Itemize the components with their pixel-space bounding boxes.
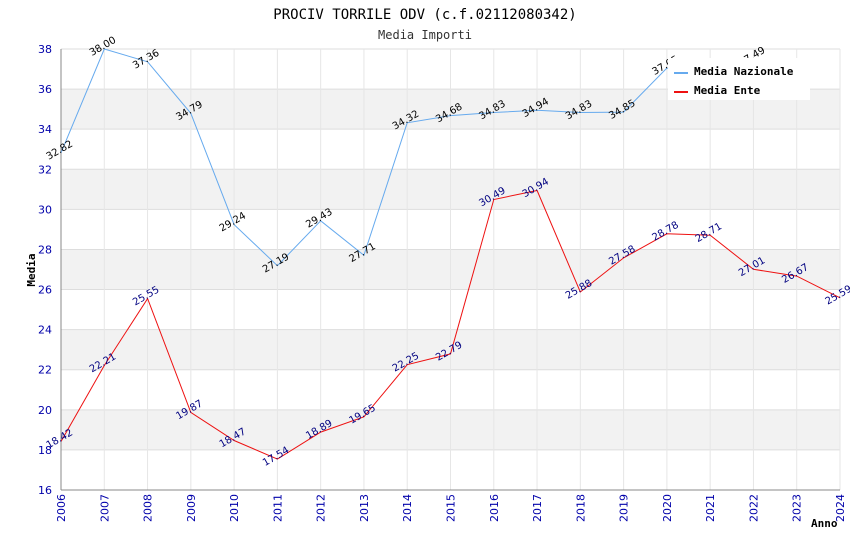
y-axis-label: Media xyxy=(25,253,38,286)
x-tick-label: 2019 xyxy=(618,494,631,522)
x-tick-label: 2020 xyxy=(661,494,674,522)
x-tick-label: 2007 xyxy=(98,494,111,522)
y-tick-label: 16 xyxy=(38,484,52,497)
x-tick-label: 2009 xyxy=(185,494,198,522)
legend-label-media-ente: Media Ente xyxy=(694,84,761,97)
series-line-media-nazionale xyxy=(60,48,754,267)
chart-subtitle: Media Importi xyxy=(378,28,472,42)
x-axis-label: Anno xyxy=(811,517,838,530)
x-tick-label: 2012 xyxy=(315,494,328,522)
x-tick-label: 2018 xyxy=(574,494,587,522)
x-tick-label: 2021 xyxy=(704,494,717,522)
y-tick-label: 18 xyxy=(38,444,52,457)
x-tick-label: 2016 xyxy=(488,494,501,522)
y-tick-label: 24 xyxy=(38,324,52,337)
x-tick-label: 2024 xyxy=(834,494,847,522)
y-tick-label: 32 xyxy=(38,163,52,176)
y-tick-label: 38 xyxy=(38,43,52,56)
legend-box xyxy=(668,58,810,100)
x-tick-label: 2010 xyxy=(228,494,241,522)
y-tick-label: 36 xyxy=(38,83,52,96)
x-tick-label: 2006 xyxy=(55,494,68,522)
y-tick-label: 26 xyxy=(38,284,52,297)
x-tick-label: 2013 xyxy=(358,494,371,522)
chart-title: PROCIV TORRILE ODV (c.f.02112080342) xyxy=(273,7,576,23)
x-tick-label: 2008 xyxy=(142,494,155,522)
y-tick-label: 28 xyxy=(38,243,52,256)
x-tick-label: 2014 xyxy=(401,494,414,522)
y-tick-label: 20 xyxy=(38,404,52,417)
x-tick-label: 2023 xyxy=(791,494,804,522)
x-tick-label: 2017 xyxy=(531,494,544,522)
y-tick-label: 22 xyxy=(38,364,52,377)
y-tick-label: 34 xyxy=(38,123,52,136)
series-lines xyxy=(60,48,841,460)
series-line-media-ente xyxy=(60,189,841,460)
x-tick-label: 2015 xyxy=(445,494,458,522)
x-tick-label: 2011 xyxy=(271,494,284,522)
y-tick-label: 30 xyxy=(38,203,52,216)
legend: Media Nazionale Media Ente xyxy=(668,58,810,100)
legend-label-media-nazionale: Media Nazionale xyxy=(694,65,794,78)
x-tick-label: 2022 xyxy=(747,494,760,522)
